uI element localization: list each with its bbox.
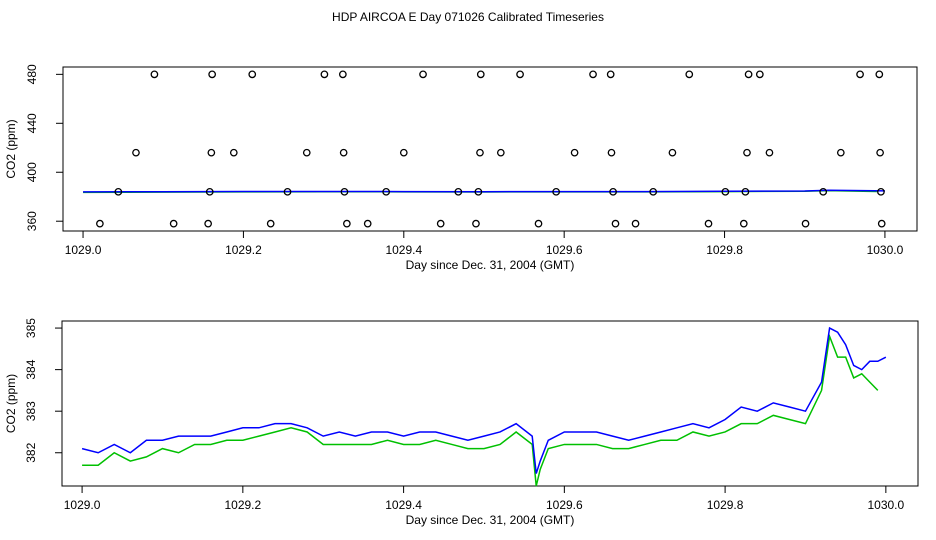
series-line bbox=[83, 189, 885, 193]
point bbox=[114, 187, 123, 196]
x-tick-label: 1029.8 bbox=[707, 498, 744, 512]
point bbox=[607, 148, 616, 157]
point bbox=[877, 187, 885, 196]
point bbox=[476, 148, 484, 157]
point bbox=[606, 70, 615, 79]
point bbox=[496, 148, 505, 157]
y-tick-label: 400 bbox=[25, 162, 39, 182]
point bbox=[320, 70, 329, 79]
series-line bbox=[82, 333, 879, 487]
plot-frame bbox=[61, 320, 919, 487]
point bbox=[363, 219, 372, 228]
point bbox=[649, 187, 658, 196]
point bbox=[744, 70, 753, 79]
x-tick-label: 1029.0 bbox=[65, 243, 102, 257]
point bbox=[343, 219, 351, 228]
x-tick-label: 1030.0 bbox=[867, 498, 904, 512]
point bbox=[340, 187, 349, 196]
point bbox=[856, 70, 864, 79]
point bbox=[534, 219, 543, 228]
point bbox=[704, 219, 713, 228]
point bbox=[207, 148, 216, 157]
y-tick-label: 440 bbox=[25, 113, 39, 133]
point bbox=[150, 70, 159, 79]
point bbox=[266, 219, 275, 228]
point bbox=[204, 219, 212, 228]
point bbox=[755, 70, 764, 79]
point bbox=[454, 187, 463, 196]
point bbox=[721, 187, 730, 196]
x-tick-label: 1029.6 bbox=[546, 243, 583, 257]
y-tick-label: 360 bbox=[25, 211, 39, 231]
y-tick-label: 480 bbox=[25, 64, 39, 84]
x-tick-label: 1029.8 bbox=[706, 243, 743, 257]
point bbox=[399, 148, 408, 157]
point bbox=[741, 187, 750, 196]
x-tick-label: 1029.2 bbox=[224, 498, 261, 512]
point bbox=[302, 148, 311, 157]
point bbox=[743, 148, 751, 157]
y-tick-label: 382 bbox=[24, 442, 38, 462]
chart-title: HDP AIRCOA E Day 071026 Calibrated Times… bbox=[332, 10, 604, 24]
point bbox=[609, 187, 617, 196]
point bbox=[283, 187, 292, 196]
point bbox=[436, 219, 445, 228]
series-line bbox=[81, 326, 887, 474]
point bbox=[96, 219, 104, 228]
point bbox=[631, 219, 640, 228]
y-tick-label: 383 bbox=[24, 401, 38, 421]
point bbox=[877, 219, 886, 228]
point bbox=[739, 219, 748, 228]
point bbox=[819, 187, 828, 196]
point bbox=[476, 70, 485, 79]
point bbox=[474, 187, 483, 196]
x-tick-label: 1029.4 bbox=[385, 243, 422, 257]
point bbox=[875, 70, 884, 79]
point bbox=[516, 70, 524, 79]
point bbox=[801, 219, 810, 228]
y-tick-label: 385 bbox=[24, 318, 38, 338]
point bbox=[876, 148, 884, 157]
point bbox=[765, 148, 774, 157]
point bbox=[339, 148, 348, 157]
point bbox=[229, 148, 238, 157]
point bbox=[589, 70, 597, 79]
point bbox=[552, 187, 561, 196]
y-axis-label: CO2 (ppm) bbox=[4, 119, 18, 178]
plot-frame bbox=[62, 66, 918, 232]
point bbox=[205, 187, 214, 196]
x-tick-label: 1029.0 bbox=[64, 498, 101, 512]
point bbox=[836, 148, 845, 157]
point bbox=[169, 219, 178, 228]
point bbox=[132, 148, 140, 157]
x-tick-label: 1029.4 bbox=[385, 498, 422, 512]
x-tick-label: 1030.0 bbox=[867, 243, 904, 257]
point bbox=[685, 70, 694, 79]
x-tick-label: 1029.6 bbox=[546, 498, 583, 512]
point bbox=[472, 219, 480, 228]
point bbox=[611, 219, 620, 228]
point bbox=[208, 70, 216, 79]
y-axis-label: CO2 (ppm) bbox=[4, 374, 18, 433]
y-tick-label: 384 bbox=[24, 359, 38, 379]
point bbox=[570, 148, 579, 157]
point bbox=[668, 148, 677, 157]
point bbox=[419, 70, 427, 79]
x-tick-label: 1029.2 bbox=[225, 243, 262, 257]
point bbox=[382, 187, 391, 196]
point bbox=[248, 70, 257, 79]
x-axis-label: Day since Dec. 31, 2004 (GMT) bbox=[406, 258, 575, 272]
point bbox=[339, 70, 347, 79]
x-axis-label: Day since Dec. 31, 2004 (GMT) bbox=[406, 513, 575, 527]
